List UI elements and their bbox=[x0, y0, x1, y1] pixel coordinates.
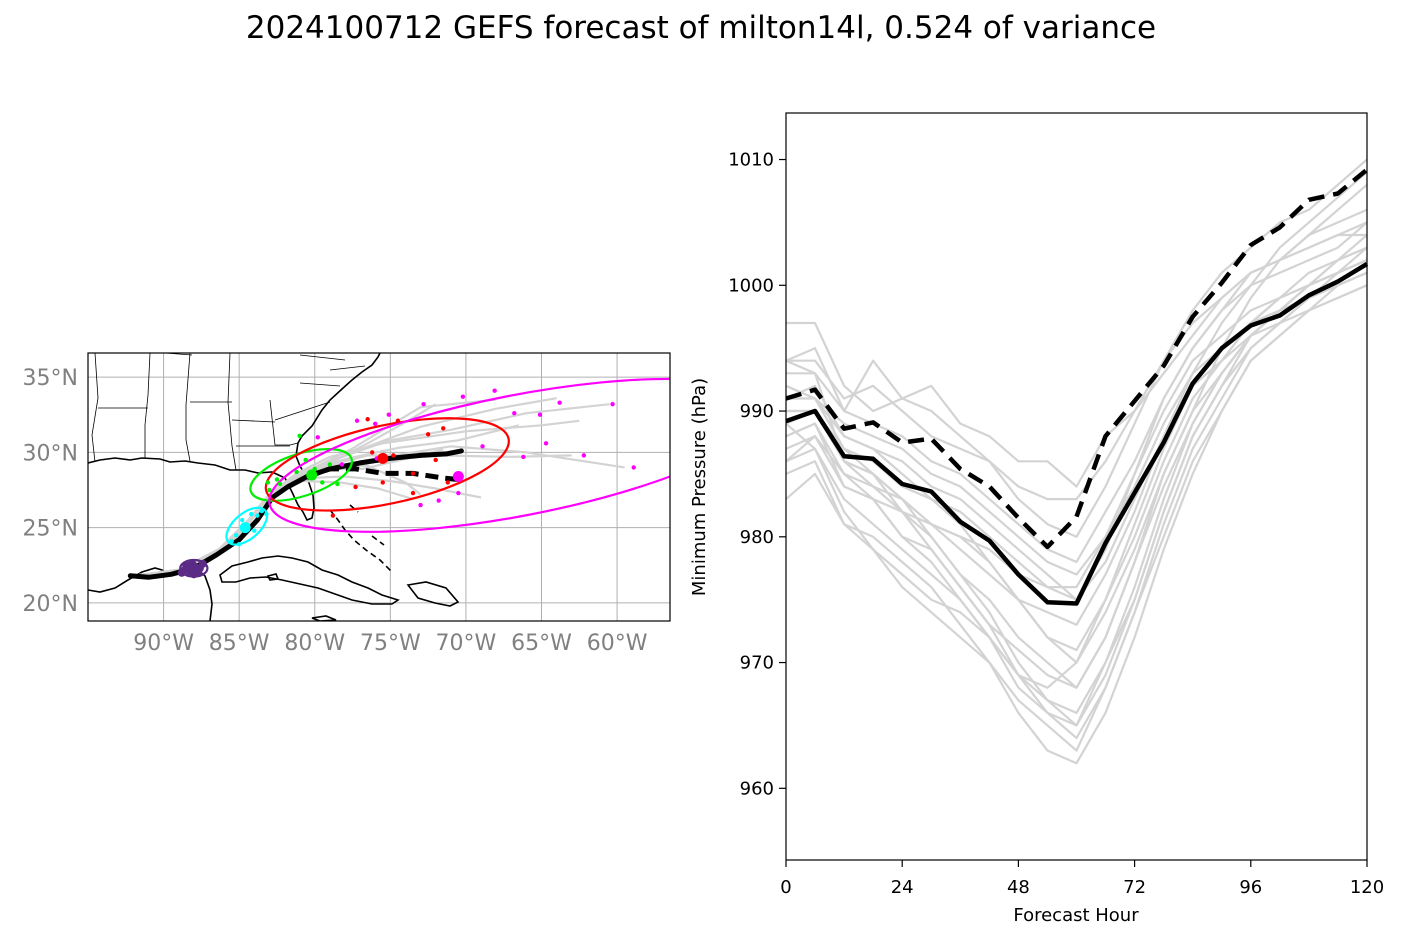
day1-member-point bbox=[177, 568, 186, 577]
day5-member-point bbox=[418, 502, 423, 508]
day3-mean-point bbox=[306, 469, 318, 481]
map-lon-tick-label: 60°W bbox=[587, 631, 648, 656]
coastline-jamaica bbox=[311, 615, 337, 621]
day3-member-point bbox=[303, 457, 308, 463]
day2-member-point bbox=[233, 532, 239, 538]
map-lon-tick-label: 70°W bbox=[436, 631, 497, 656]
map-background bbox=[88, 353, 670, 621]
daily-position-points bbox=[177, 388, 636, 579]
day5-member-point bbox=[631, 465, 636, 470]
day2-ellipse bbox=[225, 506, 269, 546]
day5-member-point bbox=[521, 454, 526, 460]
day5-member-point bbox=[421, 401, 426, 407]
day3-member-point bbox=[294, 469, 299, 475]
day4-member-point bbox=[395, 418, 401, 423]
map-lat-tick-label: 30°N bbox=[23, 441, 78, 466]
day2-member-point bbox=[259, 508, 265, 514]
day3-member-point bbox=[277, 481, 283, 487]
mean-track-dashed bbox=[306, 466, 459, 482]
coastline-cuba bbox=[219, 555, 400, 605]
map-lon-tick-label: 90°W bbox=[133, 631, 194, 656]
day5-member-point bbox=[339, 462, 345, 467]
day4-member-point bbox=[391, 453, 396, 458]
day4-member-point bbox=[441, 426, 446, 431]
map-tick-labels: 90°W 85°W 80°W 75°W 70°W 65°W 60°W 20°N 25°N 30°N… bbox=[23, 366, 648, 656]
day5-ellipse bbox=[268, 377, 670, 533]
map-lat-tick-label: 35°N bbox=[23, 366, 78, 391]
day4-member-point bbox=[445, 480, 450, 485]
day4-member-point bbox=[330, 513, 336, 518]
day3-member-point bbox=[267, 487, 272, 493]
day5-mean-point bbox=[452, 470, 464, 482]
day2-mean-point bbox=[239, 522, 251, 534]
map-lon-tick-label: 65°W bbox=[511, 631, 572, 656]
day1-member-point bbox=[198, 559, 207, 568]
day5-member-point bbox=[354, 418, 360, 423]
day5-member-point bbox=[480, 444, 485, 449]
day4-member-point bbox=[425, 432, 431, 437]
day5-member-point bbox=[557, 400, 562, 405]
day4-member-point bbox=[410, 490, 416, 496]
day5-member-point bbox=[386, 412, 392, 417]
day1-member-point bbox=[182, 561, 191, 570]
map-lat-tick-label: 25°N bbox=[23, 517, 78, 542]
day3-ellipse bbox=[249, 447, 353, 502]
figure-title: 2024100712 GEFS forecast of milton14l, 0… bbox=[245, 10, 1157, 46]
day3-member-point bbox=[265, 480, 271, 485]
day4-member-point bbox=[365, 417, 370, 422]
map-lat-tick-label: 20°N bbox=[23, 592, 78, 617]
state-borders bbox=[91, 353, 366, 471]
day4-member-point bbox=[380, 480, 385, 485]
day3-member-point bbox=[320, 480, 325, 485]
coastline-us-gulf bbox=[88, 353, 381, 522]
day4-ellipse bbox=[264, 417, 510, 512]
day5-member-point bbox=[581, 453, 587, 458]
day5-member-point bbox=[436, 498, 441, 503]
day1-mean-point bbox=[188, 562, 200, 574]
day2-member-point bbox=[229, 539, 234, 544]
day5-member-point bbox=[492, 388, 497, 393]
map-lon-tick-label: 85°W bbox=[209, 631, 270, 656]
day3-member-point bbox=[327, 462, 333, 467]
day3-member-point bbox=[297, 433, 302, 439]
day4-member-point bbox=[410, 471, 416, 476]
day5-member-point bbox=[460, 394, 466, 399]
day5-member-point bbox=[543, 441, 549, 446]
map-lon-tick-label: 80°W bbox=[284, 631, 345, 656]
day2-member-point bbox=[239, 517, 245, 523]
day4-member-point bbox=[353, 484, 358, 490]
day4-member-point bbox=[433, 457, 438, 463]
day5-member-point bbox=[512, 411, 517, 416]
coastline-isle-of-youth bbox=[266, 573, 280, 581]
day5-member-point bbox=[456, 490, 461, 496]
map-frame bbox=[87, 352, 671, 622]
map-lon-tick-label: 75°W bbox=[360, 631, 421, 656]
day4-mean-point bbox=[377, 452, 389, 464]
day2-member-point bbox=[255, 513, 260, 518]
day5-member-point bbox=[315, 435, 320, 440]
coastline-hispaniola bbox=[406, 581, 460, 607]
day2-member-point bbox=[252, 528, 257, 533]
day3-member-point bbox=[274, 477, 280, 482]
day3-member-point bbox=[335, 481, 340, 487]
day5-member-point bbox=[537, 412, 543, 417]
day4-member-point bbox=[369, 450, 375, 455]
day2-member-point bbox=[236, 542, 242, 547]
day2-member-point bbox=[249, 511, 254, 517]
day5-member-point bbox=[373, 421, 378, 426]
day2-member-point bbox=[264, 511, 269, 517]
day5-member-point bbox=[610, 401, 615, 407]
